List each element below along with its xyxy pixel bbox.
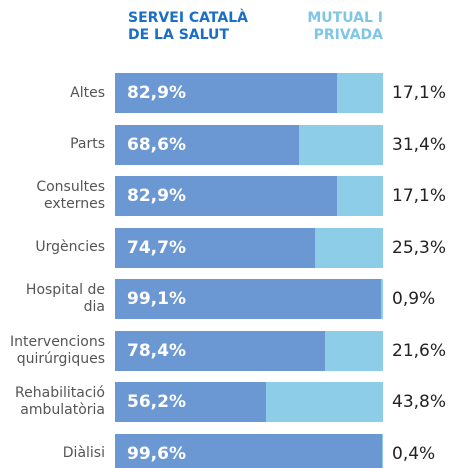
bar [115,382,266,422]
value-label: 31,4% [392,134,447,155]
bar [115,279,381,319]
bar [115,227,316,268]
value-label: 99,6% [127,443,186,464]
bar [298,124,383,165]
bar [337,73,383,113]
value-label: 99,1% [127,289,186,309]
value-label: 82,9% [127,186,186,206]
bar [315,227,383,268]
legend-entry: MUTUAL I PRIVADA [307,10,383,43]
category-label: Diàlisi [62,445,105,461]
legend-entry: SERVEI CATALÀ DE LA SALUT [128,10,248,43]
value-label: 68,6% [127,134,186,155]
category-label: Altes [70,84,105,101]
value-label: 74,7% [127,237,186,258]
bar [115,433,382,468]
value-label: 17,1% [392,83,447,103]
value-label: 21,6% [392,340,447,361]
bar [115,73,338,113]
value-label: 17,1% [392,186,447,206]
bar [337,176,383,216]
category-label: Hospital de dia [25,282,105,315]
value-label: 25,3% [392,237,447,258]
value-label: 56,2% [127,392,186,412]
bar [115,124,299,165]
value-label: 0,9% [392,289,436,309]
category-label: Rehabilitació ambulatòria [15,385,105,418]
bar [381,433,383,468]
category-label: Urgències [35,239,105,255]
value-label: 82,9% [127,83,186,103]
category-label: Parts [70,136,105,152]
category-label: Intervencions quirúrgiques [10,333,105,367]
bar [115,330,326,371]
category-label: Consultes externes [36,179,105,212]
bar [115,176,338,216]
bar [380,279,383,319]
value-label: 78,4% [127,340,186,361]
bar [325,330,383,371]
value-label: 0,4% [392,443,436,464]
bar [265,382,383,422]
value-label: 43,8% [392,392,447,412]
